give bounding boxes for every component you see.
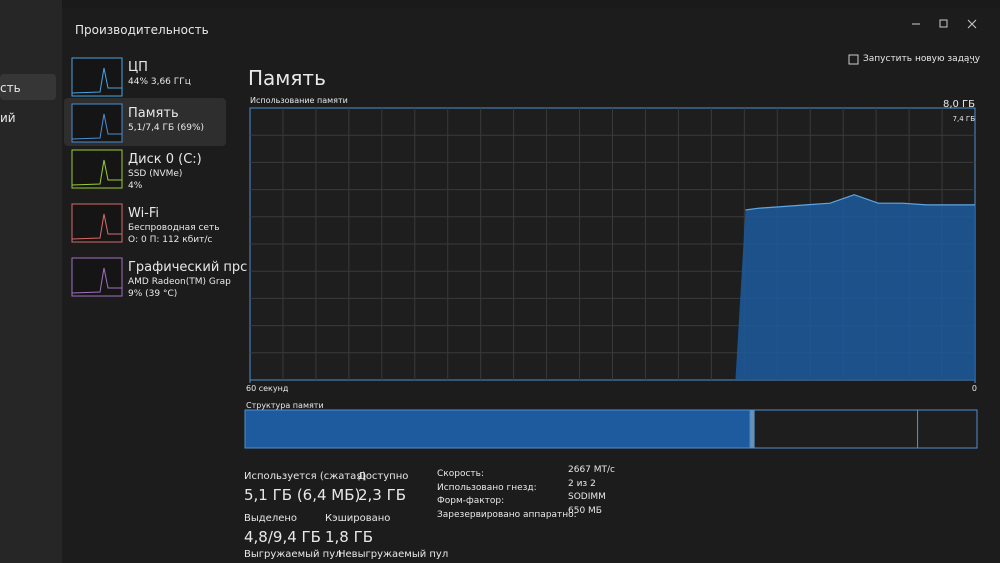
sidebar-name: Графический прс xyxy=(128,260,248,275)
thumbnail-line xyxy=(71,67,122,94)
sidebar-line: О: 0 П: 112 кбит/с xyxy=(128,235,213,245)
sidebar-line: 9% (39 °C) xyxy=(128,289,178,299)
detail-value: SODIMM xyxy=(568,492,606,502)
thumbnail xyxy=(71,257,123,297)
detail-label: Зарезервировано аппаратно: xyxy=(437,509,577,520)
thumbnails xyxy=(71,57,123,297)
detail-value: 2 из 2 xyxy=(568,478,596,489)
panel-title: Память xyxy=(248,66,326,90)
thumbnail-line xyxy=(71,267,122,294)
stat-label: Доступно xyxy=(358,471,409,482)
composition-segment xyxy=(917,409,978,449)
thumbnail-line xyxy=(71,159,122,186)
stat-label: Используется (сжатая) xyxy=(244,471,367,482)
sidebar-line: 4% xyxy=(128,181,143,191)
detail-value: 2667 МТ/с xyxy=(568,465,616,475)
stat-label: Выделено xyxy=(244,513,298,524)
stat-value: 1,8 ГБ xyxy=(325,528,374,546)
maximize[interactable] xyxy=(939,19,948,28)
structure-label: Структура памяти xyxy=(246,401,324,410)
new-task-icon[interactable] xyxy=(848,54,859,65)
header-title: Производительность xyxy=(75,23,209,37)
thumbnail xyxy=(71,103,123,143)
detail-value: 650 МБ xyxy=(568,505,602,516)
x-tick-label: 0 xyxy=(971,384,977,393)
grid xyxy=(250,108,975,380)
area-fill xyxy=(735,194,975,380)
thumbnail-line xyxy=(71,213,122,240)
detail-label: Использовано гнезд: xyxy=(437,482,537,493)
composition-segment xyxy=(753,409,919,449)
thumbnail xyxy=(71,203,123,243)
sidebar-line: Беспроводная сеть xyxy=(128,223,220,233)
sidebar-line: AMD Radeon(TM) Grap xyxy=(128,277,231,287)
detail-label: Скорость: xyxy=(437,469,484,479)
stat-value: 2,3 ГБ xyxy=(358,486,407,504)
more-button[interactable]: ... xyxy=(966,53,977,66)
window-buttons[interactable] xyxy=(848,19,977,65)
sidebar-line: SSD (NVMe) xyxy=(128,169,183,179)
sidebar-name: Память xyxy=(128,106,179,121)
outer-menu-highlight xyxy=(0,74,56,100)
composition-segment xyxy=(244,409,751,449)
outer-menu-item[interactable]: сть xyxy=(0,81,21,95)
sidebar-line: 44% 3,66 ГГц xyxy=(128,77,191,87)
area-line xyxy=(745,194,975,211)
stat-label: Кэшировано xyxy=(325,513,391,524)
stat-label: Невыгружаемый пул xyxy=(338,549,449,560)
new-task-button[interactable]: Запустить новую задачу xyxy=(863,54,981,64)
usage-label: Использование памяти xyxy=(250,96,348,105)
close[interactable] xyxy=(967,19,977,29)
outer-menu-item[interactable]: ий xyxy=(0,111,16,125)
sidebar-name: Диск 0 (C:) xyxy=(128,152,202,167)
thumbnail xyxy=(71,57,123,97)
stat-label: Выгружаемый пул xyxy=(244,549,342,560)
capacity-label: 7,4 ГБ xyxy=(952,115,975,123)
composition-segment xyxy=(749,409,755,449)
stat-value: 4,8/9,4 ГБ xyxy=(244,528,321,546)
thumbnail-line xyxy=(71,113,122,140)
x-tick-label: 60 секунд xyxy=(246,384,289,393)
sidebar-line: 5,1/7,4 ГБ (69%) xyxy=(128,123,205,133)
y-tick-label: 8,0 ГБ xyxy=(942,99,975,110)
sidebar-name: ЦП xyxy=(128,60,148,75)
sidebar-name: Wi-Fi xyxy=(128,206,160,221)
thumbnail xyxy=(71,149,123,189)
detail-label: Форм-фактор: xyxy=(437,496,505,506)
stat-value: 5,1 ГБ (6,4 МБ) xyxy=(244,486,361,504)
